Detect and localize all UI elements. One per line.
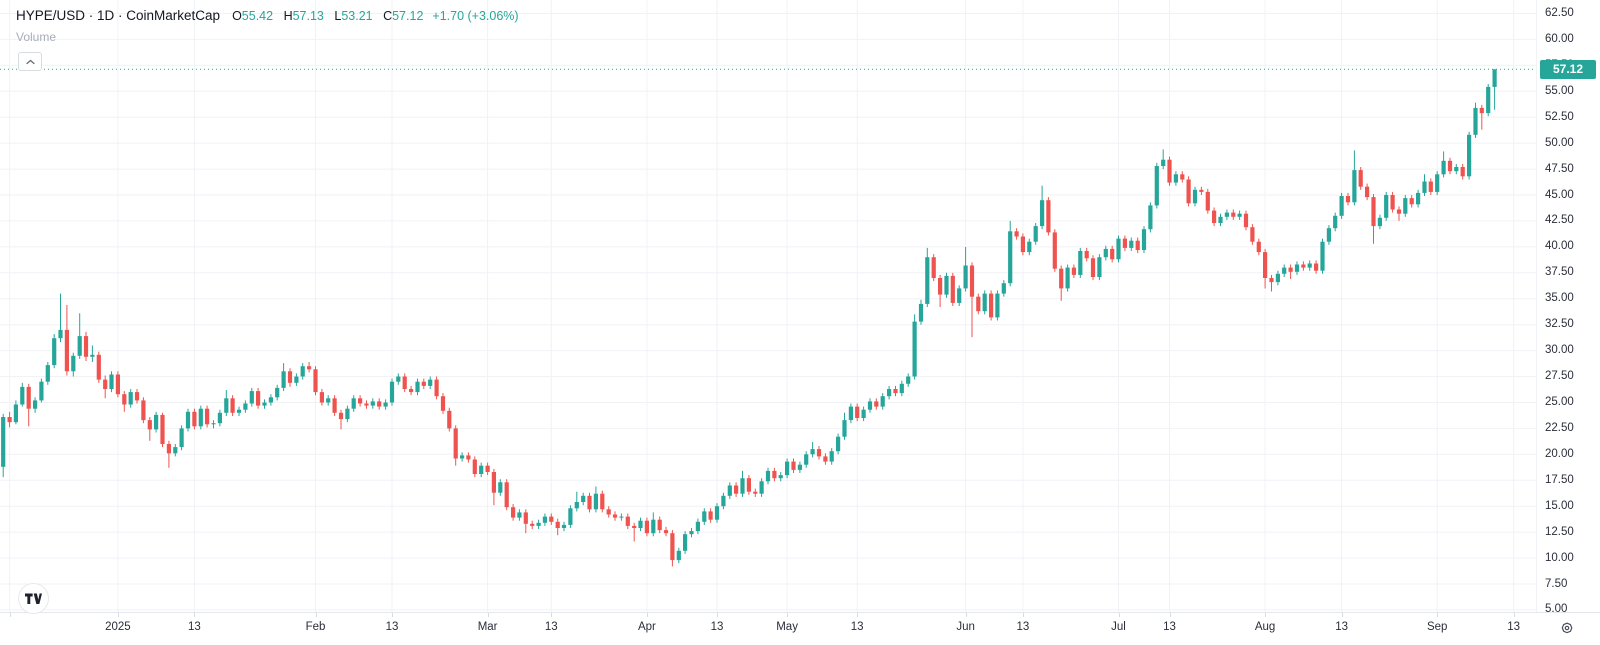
time-axis-label: 13 xyxy=(385,621,399,633)
time-axis-tick xyxy=(1022,613,1024,617)
low-value: 53.21 xyxy=(341,9,373,23)
tv-monogram-icon xyxy=(25,592,42,605)
time-axis[interactable]: 2025 13 Feb 13 Mar 13 Apr 13 May 13 Jun 13 Jul 13 Aug 1… xyxy=(0,612,1600,645)
ohlc-values: O55.42 H57.13 L53.21 C57.12 xyxy=(232,9,430,23)
time-axis-label: 13 xyxy=(187,621,201,633)
candlestick-chart[interactable] xyxy=(0,0,1536,612)
price-axis-label: 12.50 xyxy=(1545,525,1574,538)
close-label: C xyxy=(383,9,393,23)
time-axis-tick xyxy=(1169,613,1171,617)
time-axis-tick xyxy=(1341,613,1343,617)
price-axis-label: 15.00 xyxy=(1545,499,1574,512)
tradingview-logo[interactable] xyxy=(18,583,49,614)
high-value: 57.13 xyxy=(292,9,324,23)
chart-legend: HYPE/USD · 1D · CoinMarketCap O55.42 H57… xyxy=(16,8,519,44)
time-axis-label: May xyxy=(776,621,798,633)
time-axis-tick xyxy=(1513,613,1515,617)
volume-indicator-label[interactable]: Volume xyxy=(16,30,57,44)
time-axis-tick xyxy=(551,613,553,617)
time-axis-label: Feb xyxy=(305,621,326,633)
time-axis-tick xyxy=(646,613,648,617)
time-axis-label: Apr xyxy=(637,621,656,633)
time-axis-tick xyxy=(9,613,11,617)
price-axis-label: 45.00 xyxy=(1545,188,1574,201)
time-axis-tick xyxy=(392,613,393,617)
time-axis-label: 13 xyxy=(850,621,864,633)
price-axis-label: 35.00 xyxy=(1545,292,1574,305)
time-axis-tick xyxy=(965,613,967,617)
price-axis-label: 30.00 xyxy=(1545,344,1574,357)
open-label: O xyxy=(232,9,242,23)
time-axis-label: Mar xyxy=(477,621,498,633)
time-axis-tick xyxy=(194,613,196,617)
price-axis-label: 62.50 xyxy=(1545,7,1574,19)
time-axis-tick xyxy=(857,613,859,617)
price-axis-label: 25.00 xyxy=(1545,396,1574,408)
low-label: L xyxy=(334,9,342,23)
time-axis-label: 2025 xyxy=(105,621,131,633)
time-axis-label: Jul xyxy=(1111,621,1126,633)
volume-pane-collapse-button[interactable] xyxy=(18,52,42,71)
price-axis-label: 60.00 xyxy=(1545,32,1574,45)
time-axis-label: 13 xyxy=(1016,621,1030,633)
price-axis-label: 27.50 xyxy=(1545,370,1574,382)
time-axis-tick xyxy=(1118,613,1120,617)
last-price-badge: 57.12 xyxy=(1540,59,1596,79)
time-axis-label: 13 xyxy=(544,621,558,633)
price-axis-label: 7.50 xyxy=(1545,577,1568,590)
time-axis-label: Jun xyxy=(956,621,975,633)
time-axis-label: 13 xyxy=(1163,621,1176,633)
close-value: 57.12 xyxy=(392,9,424,23)
price-axis-label: 10.00 xyxy=(1545,551,1574,564)
time-axis-tick xyxy=(1437,613,1439,617)
price-axis-label: 42.50 xyxy=(1545,214,1574,227)
time-axis-tick xyxy=(1265,613,1267,617)
time-axis-tick xyxy=(787,613,789,617)
symbol-title[interactable]: HYPE/USD · 1D · CoinMarketCap xyxy=(16,8,221,23)
price-axis[interactable]: 5.00 7.50 10.00 12.50 15.00 17.50 20.00 22.50 25… xyxy=(1536,0,1600,615)
price-axis-label: 32.50 xyxy=(1545,318,1574,331)
price-axis-label: 20.00 xyxy=(1545,447,1574,460)
high-label: H xyxy=(283,9,293,23)
time-axis-label: 13 xyxy=(710,621,724,633)
price-axis-label: 22.50 xyxy=(1545,421,1574,434)
price-axis-label: 50.00 xyxy=(1545,136,1574,149)
chevron-up-icon xyxy=(25,59,35,65)
time-axis-tick xyxy=(717,613,718,617)
time-axis-tick xyxy=(117,613,119,617)
time-axis-tick xyxy=(315,613,317,617)
open-value: 55.42 xyxy=(241,9,274,23)
price-axis-label: 52.50 xyxy=(1545,110,1574,123)
time-axis-label: 13 xyxy=(1507,621,1521,633)
price-change: +1.70 (+3.06%) xyxy=(432,9,519,23)
price-axis-label: 47.50 xyxy=(1545,162,1574,175)
gear-icon[interactable] xyxy=(1559,621,1575,642)
price-axis-label: 40.00 xyxy=(1545,240,1574,253)
price-axis-label: 17.50 xyxy=(1545,473,1574,486)
time-axis-tick xyxy=(487,613,489,617)
price-axis-label: 55.00 xyxy=(1545,84,1574,97)
time-axis-label: 13 xyxy=(1335,621,1348,633)
time-axis-label: Sep xyxy=(1426,621,1448,633)
time-axis-label: Aug xyxy=(1254,621,1276,633)
price-axis-label: 37.50 xyxy=(1545,266,1574,279)
